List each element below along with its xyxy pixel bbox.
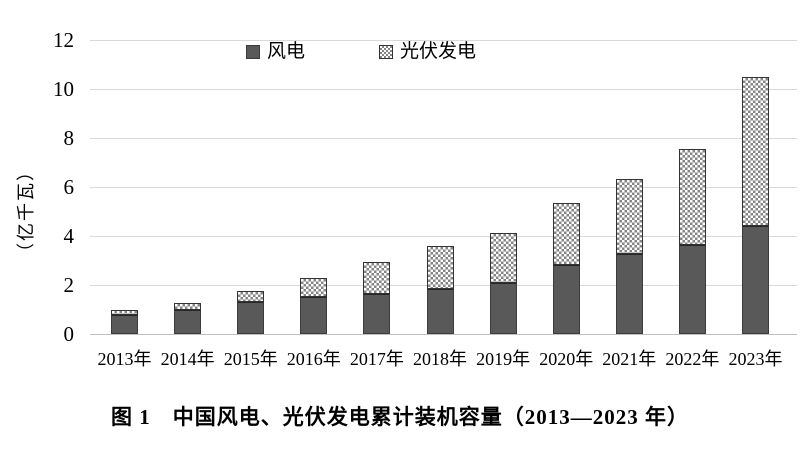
x-tick-label: 2017年 [349,349,404,369]
x-tick-label: 2014年 [160,349,215,369]
bar-2021年 [615,179,643,334]
solar-bar-segment [300,278,328,297]
legend: 风电 光伏发电 [246,42,476,62]
bar-2016年 [300,278,328,334]
solar-bar-segment [742,77,769,226]
x-tick-label: 2013年 [97,349,152,369]
solar-bar-segment [678,149,706,245]
bar-2015年 [237,291,265,334]
y-tick-label: 0 [63,322,75,346]
solar-bar-segment [237,291,265,302]
plot-area [90,40,797,335]
x-tick-label: 2016年 [286,349,341,369]
legend-item-solar: 光伏发电 [379,42,476,62]
gridline [90,236,797,237]
gridline [90,40,797,41]
x-tick-label: 2021年 [602,349,657,369]
bar-2017年 [363,262,391,334]
y-tick-label: 6 [63,175,75,199]
solar-bar-segment [363,262,391,294]
wind-bar-segment [742,226,769,334]
legend-label-wind: 风电 [267,41,306,62]
bar-2022年 [678,149,706,334]
bar-2018年 [426,246,454,334]
gridline [90,89,797,90]
legend-label-solar: 光伏发电 [400,41,477,62]
x-tick-label: 2018年 [413,349,467,369]
gridline [90,187,797,188]
bar-2020年 [552,203,580,334]
wind-bar-segment [489,283,517,334]
x-tick-label: 2020年 [539,349,594,369]
wind-bar-segment [552,265,580,334]
bar-2019年 [489,233,517,334]
solar-bar-segment [615,179,643,254]
figure-caption: 图 1 中国风电、光伏发电累计装机容量（2013—2023 年） [111,405,689,429]
x-tick-label: 2022年 [665,349,720,369]
wind-bar-segment [426,289,454,334]
x-tick-label: 2019年 [476,349,531,369]
wind-bar-segment [363,294,391,334]
solar-bar-segment [426,246,454,289]
solar-bar-segment [111,310,138,315]
y-tick-label: 2 [63,273,75,297]
bar-2023年 [742,77,769,334]
y-tick-label: 4 [63,224,75,248]
y-tick-label: 8 [63,126,75,150]
x-tick-label: 2023年 [728,349,783,369]
solar-bar-segment [552,203,580,265]
y-tick-label: 12 [53,28,74,52]
wind-legend-swatch-icon [246,45,260,59]
wind-bar-segment [300,297,328,334]
x-tick-label: 2015年 [223,349,278,369]
gridline [90,138,797,139]
y-tick-label: 10 [53,77,74,101]
legend-item-wind: 风电 [246,42,305,62]
wind-bar-segment [615,254,643,334]
bar-2013年 [111,310,138,334]
wind-bar-segment [111,315,138,334]
bar-2014年 [174,303,202,334]
solar-bar-segment [174,303,202,310]
solar-legend-swatch-icon [379,45,394,59]
wind-bar-segment [678,245,706,334]
wind-bar-segment [237,302,265,334]
solar-bar-segment [489,233,517,283]
wind-bar-segment [174,310,202,334]
